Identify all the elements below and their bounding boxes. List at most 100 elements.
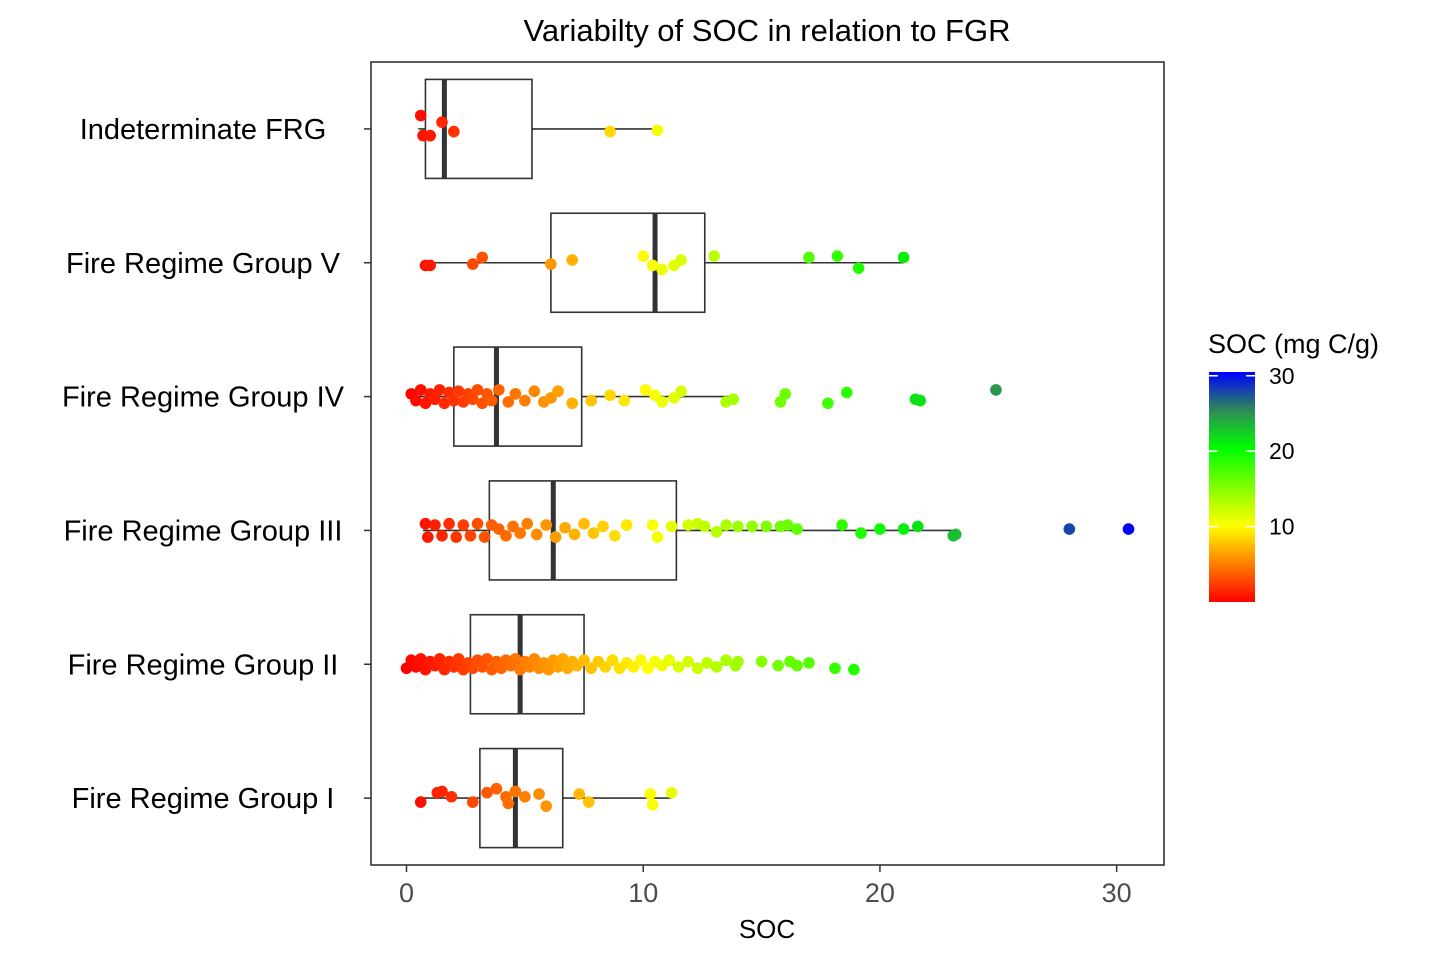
legend-ticks: 10 20 30 <box>1209 363 1295 540</box>
data-point <box>691 662 704 675</box>
data-point <box>781 519 794 531</box>
data-point <box>646 259 659 272</box>
data-point <box>803 657 815 669</box>
data-point <box>701 657 713 669</box>
data-point <box>414 653 427 665</box>
data-point <box>791 659 803 672</box>
data-point <box>414 109 427 122</box>
data-point <box>582 796 595 808</box>
data-point <box>424 259 436 272</box>
data-point <box>656 263 668 276</box>
data-point <box>675 385 687 398</box>
data-point <box>710 525 723 538</box>
x-tick-label: 30 <box>1102 878 1132 908</box>
data-point <box>466 393 479 406</box>
data-point <box>464 529 477 542</box>
data-point <box>410 394 422 407</box>
data-point <box>710 661 723 673</box>
data-point <box>606 654 619 667</box>
data-point <box>533 788 545 800</box>
data-point <box>530 528 543 541</box>
legend-tick-label: 30 <box>1269 363 1295 389</box>
data-point <box>682 655 694 668</box>
data-point <box>478 531 491 543</box>
legend-tick-label: 10 <box>1269 514 1295 540</box>
data-point <box>493 384 505 396</box>
data-point <box>556 653 569 665</box>
data-point <box>620 519 633 531</box>
data-point <box>841 386 853 399</box>
box-iqr <box>424 78 533 180</box>
data-point <box>635 654 647 667</box>
color-legend: SOC (mg C/g) 10 20 30 <box>1208 329 1379 602</box>
data-point <box>836 519 848 531</box>
data-point <box>448 125 460 138</box>
y-tick-label: Fire Regime Group II <box>68 649 339 681</box>
data-point <box>618 394 631 407</box>
data-point <box>587 527 600 539</box>
data-point <box>1122 523 1135 535</box>
data-point <box>949 528 962 541</box>
y-axis: Indeterminate FRG Fire Regime Group V Fire… <box>62 114 371 815</box>
data-point <box>502 396 515 408</box>
data-point <box>436 785 448 798</box>
data-point <box>528 653 541 665</box>
data-point <box>644 788 657 800</box>
data-point <box>665 520 678 533</box>
data-point <box>490 782 503 795</box>
data-point <box>452 653 465 665</box>
data-point <box>656 396 668 408</box>
data-point <box>760 520 773 533</box>
data-point <box>831 250 844 262</box>
data-point <box>639 384 652 396</box>
data-point <box>436 529 448 542</box>
data-point <box>549 531 562 543</box>
data-point <box>772 659 784 672</box>
data-point <box>791 523 803 535</box>
data-point <box>698 520 711 533</box>
legend-colorbar <box>1209 372 1255 602</box>
data-point <box>438 397 451 410</box>
data-point <box>874 523 886 535</box>
data-point <box>521 517 534 530</box>
data-point <box>637 250 650 262</box>
data-point <box>448 394 460 407</box>
data-point <box>559 521 571 534</box>
box-iqr <box>488 480 678 581</box>
data-point <box>514 527 526 539</box>
data-point <box>429 393 441 406</box>
data-point <box>528 385 541 398</box>
data-point <box>663 654 676 667</box>
plot-border <box>370 61 1165 866</box>
data-point <box>466 796 479 808</box>
data-point <box>732 520 744 533</box>
data-point <box>476 397 489 410</box>
data-point <box>578 654 590 667</box>
data-point <box>509 785 522 798</box>
data-point <box>732 655 744 668</box>
data-point <box>855 527 867 539</box>
data-point <box>509 388 522 400</box>
box-iqr <box>479 747 564 849</box>
data-point <box>597 520 609 533</box>
data-point <box>646 798 659 811</box>
data-point <box>466 258 479 270</box>
x-tick-label: 10 <box>628 878 658 908</box>
data-point <box>436 116 448 129</box>
data-point <box>433 653 446 665</box>
data-point <box>481 786 493 799</box>
data-point <box>651 124 664 137</box>
data-point <box>912 520 924 533</box>
data-point <box>672 661 685 673</box>
data-point <box>445 790 458 803</box>
data-point <box>450 531 463 543</box>
data-point <box>727 393 739 406</box>
data-point <box>476 251 489 264</box>
data-point <box>424 129 436 142</box>
data-point <box>990 384 1002 396</box>
data-point <box>566 254 579 266</box>
data-point <box>519 790 531 803</box>
data-point <box>452 385 465 398</box>
data-point <box>708 250 721 262</box>
